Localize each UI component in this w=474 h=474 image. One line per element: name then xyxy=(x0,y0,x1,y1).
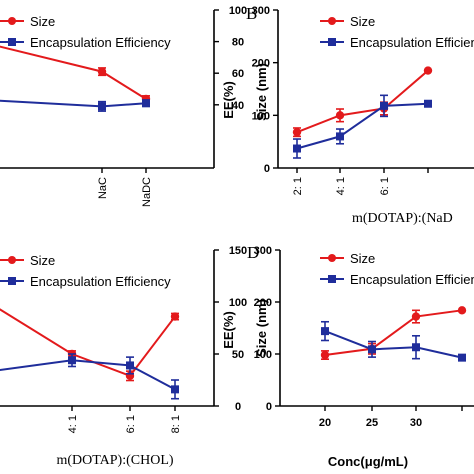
x-tick-label: NaC xyxy=(97,177,109,199)
series-line-ee xyxy=(0,359,176,391)
right-y-tick-label: 150 xyxy=(229,245,247,257)
panel-a-legend: Size Encapsulation Efficiency xyxy=(0,14,171,50)
panel-c-legend: Size Encapsulation Efficiency xyxy=(0,253,171,289)
series-line-size xyxy=(324,309,463,357)
panel-b-left-axis-title: Size (nm) xyxy=(254,63,269,121)
data-point-ee xyxy=(380,101,388,110)
series-line-size xyxy=(296,69,429,134)
series-line-ee xyxy=(324,330,463,359)
left-y-tick-label: 0 xyxy=(266,401,272,413)
left-y-tick-label: 300 xyxy=(252,5,270,17)
legend-ee-label: Encapsulation Efficienc xyxy=(350,272,474,287)
panel-d: D Size (nm) Conc(μg/mL) Size Encapsulati… xyxy=(247,243,474,469)
left-y-tick-label: 200 xyxy=(254,297,272,309)
x-tick-label: 6: 1 xyxy=(125,415,137,433)
panel-c-right-axis-title: EE(%) xyxy=(221,311,236,349)
x-tick-label: 6: 1 xyxy=(379,177,391,195)
panel-a-right-axis-title: EE(%) xyxy=(221,81,236,119)
right-y-tick-label: 40 xyxy=(232,100,244,112)
panel-d-x-axis-title: Conc(μg/mL) xyxy=(328,454,408,469)
data-point-size xyxy=(97,67,107,76)
data-point-ee xyxy=(68,356,76,365)
panel-b-letter: B xyxy=(246,4,257,23)
panel-b: B Size (nm) m(DOTAP):(NaD Size Encapsula… xyxy=(246,4,474,226)
legend-size-marker xyxy=(328,17,336,25)
series-line-size xyxy=(0,308,176,378)
data-point-ee xyxy=(293,144,301,153)
data-point-ee xyxy=(368,345,376,354)
panel-a: EE(%) Size Encapsulation Efficiency 40 60… xyxy=(0,5,247,207)
right-y-tick-label: 100 xyxy=(229,5,247,17)
x-tick-label: NaDC xyxy=(141,177,153,207)
legend-size-marker xyxy=(8,17,16,25)
legend-ee-label: Encapsulation Efficiency xyxy=(30,274,171,289)
data-point-size xyxy=(411,312,421,321)
right-y-tick-label: 0 xyxy=(235,401,241,413)
panel-c: EE(%) m(DOTAP):(CHOL) Size Encapsulation… xyxy=(0,245,247,468)
data-point-size xyxy=(320,350,330,360)
legend-ee-marker xyxy=(8,38,16,46)
legend-ee-marker xyxy=(8,277,16,285)
data-point-size xyxy=(335,111,345,120)
data-point-ee xyxy=(126,361,134,370)
panel-c-x-axis-title: m(DOTAP):(CHOL) xyxy=(56,453,173,468)
right-y-tick-label: 50 xyxy=(232,349,244,361)
legend-size-label: Size xyxy=(30,253,55,268)
data-point-size xyxy=(292,127,302,137)
legend-size-label: Size xyxy=(350,251,375,266)
data-point-size xyxy=(423,66,433,75)
legend-size-label: Size xyxy=(350,14,375,29)
left-y-tick-label: 100 xyxy=(252,110,270,122)
legend-ee-label: Encapsulation Efficienc xyxy=(350,35,474,50)
panel-b-legend: Size Encapsulation Efficienc xyxy=(320,14,474,50)
data-point-ee xyxy=(424,99,432,108)
data-point-ee xyxy=(336,132,344,141)
data-point-ee xyxy=(171,385,179,394)
panel-d-left-axis-title: Size (nm) xyxy=(254,299,269,357)
panel-b-x-axis-title: m(DOTAP):(NaD xyxy=(352,211,453,226)
data-point-ee xyxy=(412,343,420,352)
panel-d-legend: Size Encapsulation Efficienc xyxy=(320,251,474,287)
right-y-tick-label: 80 xyxy=(232,37,244,49)
legend-ee-marker xyxy=(328,275,336,283)
data-point-ee xyxy=(321,327,329,336)
x-tick-label: 30 xyxy=(410,417,422,429)
series-line-ee xyxy=(0,99,147,108)
legend-ee-marker xyxy=(328,38,336,46)
legend-ee-label: Encapsulation Efficiency xyxy=(30,35,171,50)
right-y-tick-label: 60 xyxy=(232,68,244,80)
data-point-size xyxy=(170,312,180,321)
x-tick-label: 8: 1 xyxy=(170,415,182,433)
legend-size-marker xyxy=(8,256,16,264)
x-tick-label: 2: 1 xyxy=(292,177,304,195)
left-y-tick-label: 200 xyxy=(252,58,270,70)
left-y-tick-label: 100 xyxy=(254,349,272,361)
x-tick-label: 4: 1 xyxy=(335,177,347,195)
series-line-size xyxy=(0,45,147,100)
panel-d-letter: D xyxy=(247,243,259,262)
data-point-ee xyxy=(98,102,106,111)
legend-size-label: Size xyxy=(30,14,55,29)
left-y-tick-label: 0 xyxy=(264,163,270,175)
legend-size-marker xyxy=(328,254,336,262)
data-point-size xyxy=(457,306,467,315)
data-point-ee xyxy=(458,353,466,362)
right-y-tick-label: 100 xyxy=(229,297,247,309)
x-tick-label: 25 xyxy=(366,417,378,429)
x-tick-label: 4: 1 xyxy=(67,415,79,433)
series-line-ee xyxy=(296,102,429,150)
data-point-ee xyxy=(142,99,150,108)
x-tick-label: 20 xyxy=(319,417,331,429)
left-y-tick-label: 300 xyxy=(254,245,272,257)
